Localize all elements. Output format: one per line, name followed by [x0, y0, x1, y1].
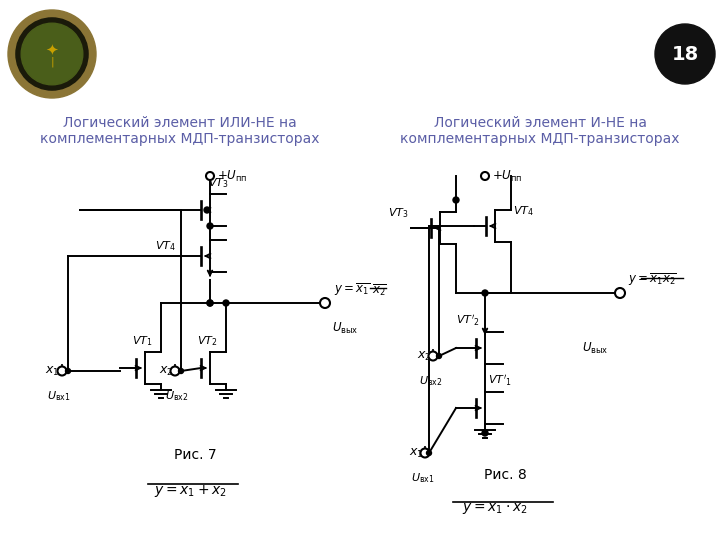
- Text: n: n: [382, 11, 394, 29]
- Text: $+U_{\mathsf{пп}}$: $+U_{\mathsf{пп}}$: [492, 168, 523, 184]
- Circle shape: [482, 290, 488, 296]
- Circle shape: [179, 368, 184, 374]
- Text: Логический элемент И-НЕ на: Логический элемент И-НЕ на: [433, 116, 647, 130]
- Circle shape: [171, 367, 179, 375]
- Circle shape: [207, 223, 213, 229]
- Text: $VT_3$: $VT_3$: [208, 176, 229, 190]
- Text: $y = \overline{x_1 x_2}$: $y = \overline{x_1 x_2}$: [628, 271, 677, 288]
- Circle shape: [426, 450, 431, 456]
- Text: $x_1$: $x_1$: [45, 364, 59, 377]
- Text: комплементарных МДП-транзисторах: комплементарных МДП-транзисторах: [40, 132, 320, 146]
- Circle shape: [482, 430, 488, 436]
- Text: $y = x_1 \cdot x_2$: $y = x_1 \cdot x_2$: [462, 501, 528, 516]
- Circle shape: [481, 172, 489, 180]
- Text: $U_{\mathsf{вых}}$: $U_{\mathsf{вых}}$: [332, 321, 359, 336]
- Text: $+U_{\mathsf{пп}}$: $+U_{\mathsf{пп}}$: [217, 168, 248, 184]
- Circle shape: [320, 298, 330, 308]
- Circle shape: [16, 18, 88, 90]
- Text: $x_1$: $x_1$: [408, 447, 423, 460]
- Text: |: |: [50, 57, 54, 68]
- Circle shape: [655, 24, 715, 84]
- Circle shape: [207, 300, 213, 306]
- Text: $\overline{x_{\mathsf{2}}}$: $\overline{x_{\mathsf{2}}}$: [372, 282, 387, 298]
- Text: $VT'_1$: $VT'_1$: [488, 373, 512, 388]
- Circle shape: [428, 352, 438, 361]
- Circle shape: [615, 288, 625, 298]
- Text: транзисторах: транзисторах: [315, 73, 445, 91]
- Circle shape: [207, 300, 213, 306]
- Text: ✦: ✦: [45, 43, 58, 57]
- Text: $y = x_1 + x_2$: $y = x_1 + x_2$: [153, 483, 226, 499]
- Text: комплементарных МДП-транзисторах: комплементарных МДП-транзисторах: [400, 132, 680, 146]
- Text: $VT_2$: $VT_2$: [197, 334, 217, 348]
- Text: -канальных МДП-: -канальных МДП-: [390, 11, 559, 29]
- Circle shape: [8, 10, 96, 98]
- Text: транзисторах и комплементарных МДП-: транзисторах и комплементарных МДП-: [186, 42, 575, 60]
- Text: $y = \overline{x_{\mathsf{1}}}$: $y = \overline{x_{\mathsf{1}}}$: [334, 281, 370, 298]
- Text: $VT_4$: $VT_4$: [513, 204, 534, 218]
- Text: Рис. 8: Рис. 8: [484, 468, 526, 482]
- Circle shape: [66, 368, 71, 374]
- Text: 18: 18: [671, 44, 698, 64]
- Text: $U_{\mathsf{вых}}$: $U_{\mathsf{вых}}$: [582, 340, 608, 355]
- Text: $U_{\mathsf{вх2}}$: $U_{\mathsf{вх2}}$: [166, 389, 189, 403]
- Circle shape: [436, 354, 441, 359]
- Text: $x_2$: $x_2$: [158, 364, 173, 377]
- Circle shape: [206, 172, 214, 180]
- Text: $U_{\mathsf{вх1}}$: $U_{\mathsf{вх1}}$: [48, 389, 71, 403]
- Circle shape: [58, 367, 66, 375]
- Text: $x_2$: $x_2$: [417, 349, 431, 362]
- Circle shape: [204, 207, 210, 213]
- Text: $U_{\mathsf{вх1}}$: $U_{\mathsf{вх1}}$: [411, 471, 435, 485]
- Text: $VT_3$: $VT_3$: [388, 206, 409, 220]
- Text: Рис. 7: Рис. 7: [174, 448, 216, 462]
- Circle shape: [223, 300, 229, 306]
- Circle shape: [21, 23, 83, 85]
- Circle shape: [420, 449, 430, 457]
- Text: $VT'_2$: $VT'_2$: [456, 313, 480, 328]
- Text: $VT_4$: $VT_4$: [155, 239, 176, 253]
- Text: Логический элемент ИЛИ-НЕ на: Логический элемент ИЛИ-НЕ на: [63, 116, 297, 130]
- Text: 3. Логические элементы на: 3. Логические элементы на: [109, 11, 380, 29]
- Circle shape: [453, 197, 459, 203]
- Text: $U_{\mathsf{вх2}}$: $U_{\mathsf{вх2}}$: [419, 374, 443, 388]
- Text: $VT_1$: $VT_1$: [132, 334, 153, 348]
